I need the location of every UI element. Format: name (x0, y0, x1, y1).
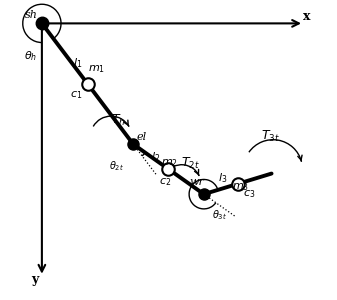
Text: $\theta_h$: $\theta_h$ (24, 49, 37, 63)
Text: x: x (303, 10, 311, 22)
Text: $m_1$: $m_1$ (88, 63, 105, 75)
Text: $m_2$: $m_2$ (161, 157, 179, 169)
Text: $l_1$: $l_1$ (72, 56, 82, 70)
Text: el: el (137, 132, 147, 142)
Text: wr: wr (189, 177, 204, 188)
Text: $T_{2t}$: $T_{2t}$ (181, 156, 200, 171)
Text: $c_3$: $c_3$ (243, 188, 256, 200)
Text: $c_1$: $c_1$ (69, 90, 82, 101)
Text: $c_2$: $c_2$ (159, 176, 172, 188)
Text: $m_3$: $m_3$ (232, 181, 249, 193)
Text: $T_h$: $T_h$ (111, 113, 126, 128)
Text: $\theta_{2t}$: $\theta_{2t}$ (110, 159, 125, 173)
Text: $T_{3t}$: $T_{3t}$ (261, 129, 279, 144)
Text: $\theta_{3t}$: $\theta_{3t}$ (212, 208, 227, 222)
Text: sh: sh (25, 10, 38, 20)
Text: $l_2$: $l_2$ (151, 151, 160, 164)
Text: $l_3$: $l_3$ (218, 171, 227, 185)
Text: y: y (31, 273, 38, 286)
